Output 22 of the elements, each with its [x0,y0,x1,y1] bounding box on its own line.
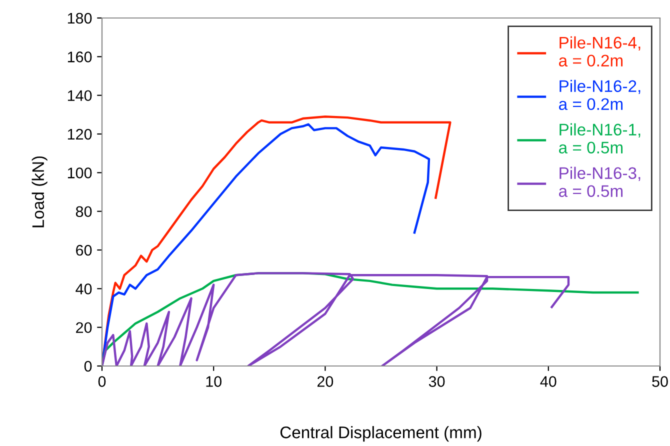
x-tick-label: 50 [652,376,668,387]
x-tick-label: 20 [317,376,334,387]
y-tick-label: 100 [68,168,92,178]
y-tick-label: 20 [76,322,92,334]
x-tick-label: 10 [206,376,222,387]
y-tick-label: 60 [76,244,92,256]
legend-label: Pile-N16-1, a = 0.5m [559,123,640,154]
x-axis-title: Central Displacement (mm) [280,426,482,442]
y-tick-label: 80 [76,206,92,218]
y-axis-title: Load (kN) [32,156,48,228]
y-tick-label: 180 [68,12,92,24]
x-tick-label: 0 [98,376,106,387]
legend-label: Pile-N16-4, a = 0.2m [559,36,640,67]
legend-label: Pile-N16-2, a = 0.2m [559,80,640,110]
y-tick-label: 160 [68,52,92,62]
legend-label: Pile-N16-3, a = 0.5m [559,166,640,197]
y-tick-label: 0 [84,360,92,372]
y-tick-label: 140 [68,90,92,102]
x-tick-label: 30 [428,376,445,387]
y-tick-label: 40 [76,284,92,294]
x-tick-label: 40 [540,376,556,387]
y-tick-label: 120 [68,128,92,140]
